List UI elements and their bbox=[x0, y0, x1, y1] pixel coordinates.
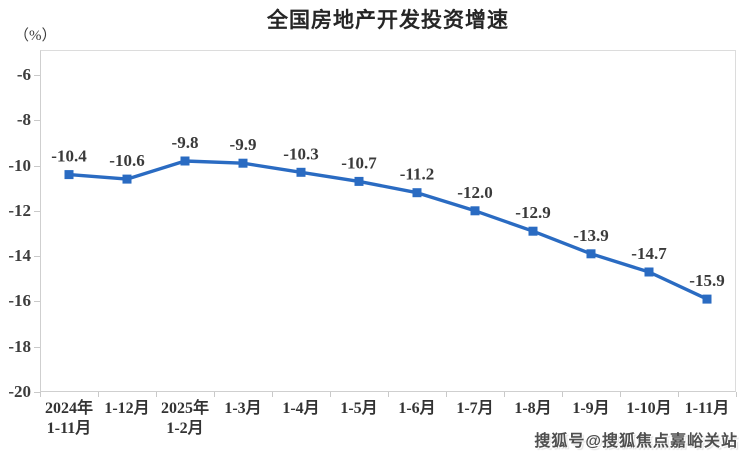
data-point-marker bbox=[470, 206, 480, 216]
y-tick-label: -18 bbox=[8, 336, 31, 356]
x-tick-mark bbox=[214, 392, 215, 397]
x-axis-category-label: 1-10月 bbox=[626, 400, 672, 417]
data-point-label: -10.7 bbox=[341, 153, 377, 172]
y-tick-mark bbox=[34, 75, 40, 76]
data-point-marker bbox=[586, 249, 596, 259]
data-point-label: -15.9 bbox=[689, 271, 724, 290]
y-tick-label: -6 bbox=[16, 64, 31, 84]
x-axis-category-label: 1-6月 bbox=[398, 400, 436, 417]
data-point-marker bbox=[644, 267, 654, 277]
data-point-marker bbox=[64, 170, 74, 180]
x-tick-mark bbox=[736, 392, 737, 397]
data-point-label: -10.3 bbox=[283, 144, 318, 163]
y-axis-unit-label: （%） bbox=[14, 28, 57, 44]
watermark-text: 搜狐号@搜狐焦点嘉峪关站 bbox=[534, 433, 738, 450]
data-point-label: -14.7 bbox=[631, 244, 667, 263]
data-point-marker bbox=[702, 294, 712, 304]
x-axis-category-label: 1-5月 bbox=[340, 400, 378, 417]
data-point-label: -11.2 bbox=[400, 165, 434, 184]
x-tick-mark bbox=[678, 392, 679, 397]
data-point-marker bbox=[180, 156, 190, 166]
data-point-label: -12.9 bbox=[515, 203, 550, 222]
x-axis-category-label: 2025年 1-2月 bbox=[160, 400, 209, 437]
x-axis-category-label: 2024年 1-11月 bbox=[44, 400, 93, 437]
x-axis-category-label: 1-12月 bbox=[104, 400, 150, 417]
data-point-label: -10.4 bbox=[51, 147, 87, 166]
x-tick-mark bbox=[504, 392, 505, 397]
y-tick-mark bbox=[34, 301, 40, 302]
x-tick-mark bbox=[620, 392, 621, 397]
x-axis-category-label: 1-11月 bbox=[684, 400, 730, 417]
x-tick-mark bbox=[562, 392, 563, 397]
series-line bbox=[68, 159, 708, 301]
x-tick-mark bbox=[98, 392, 99, 397]
data-point-marker bbox=[238, 158, 248, 168]
y-tick-label: -16 bbox=[8, 291, 31, 311]
x-tick-mark bbox=[446, 392, 447, 397]
x-tick-mark bbox=[330, 392, 331, 397]
y-tick-label: -12 bbox=[8, 200, 31, 220]
data-point-marker bbox=[354, 176, 364, 186]
data-point-label: -10.6 bbox=[109, 151, 144, 170]
x-axis-category-label: 1-4月 bbox=[282, 400, 320, 417]
data-point-marker bbox=[528, 226, 538, 236]
x-axis-category-label: 1-3月 bbox=[224, 400, 262, 417]
y-tick-mark bbox=[34, 166, 40, 167]
y-tick-mark bbox=[34, 211, 40, 212]
y-tick-label: -10 bbox=[8, 155, 31, 175]
y-tick-label: -14 bbox=[8, 246, 31, 266]
y-tick-label: -20 bbox=[8, 382, 31, 401]
x-axis-category-label: 1-9月 bbox=[572, 400, 610, 417]
x-tick-mark bbox=[156, 392, 157, 397]
y-tick-label: -8 bbox=[16, 110, 31, 130]
data-point-label: -13.9 bbox=[573, 226, 608, 245]
data-point-label: -12.0 bbox=[457, 183, 492, 202]
x-axis-category-label: 1-8月 bbox=[514, 400, 552, 417]
x-tick-mark bbox=[388, 392, 389, 397]
y-tick-mark bbox=[34, 120, 40, 121]
chart-title: 全国房地产开发投资增速 bbox=[267, 9, 509, 32]
y-tick-mark bbox=[34, 347, 40, 348]
x-tick-mark bbox=[40, 392, 41, 397]
data-point-marker bbox=[412, 188, 422, 198]
data-point-label: -9.8 bbox=[172, 133, 199, 152]
x-axis-category-label: 1-7月 bbox=[456, 400, 494, 417]
data-point-label: -9.9 bbox=[230, 135, 257, 154]
y-tick-mark bbox=[34, 392, 40, 393]
y-tick-mark bbox=[34, 256, 40, 257]
plot-area bbox=[40, 50, 736, 392]
data-point-marker bbox=[296, 167, 306, 177]
x-tick-mark bbox=[272, 392, 273, 397]
data-point-marker bbox=[122, 174, 132, 184]
x-axis-labels: 2024年 1-11月 1-12月 2025年 1-2月 1-3月 1-4月 1-5月 1-6月… bbox=[40, 399, 736, 439]
